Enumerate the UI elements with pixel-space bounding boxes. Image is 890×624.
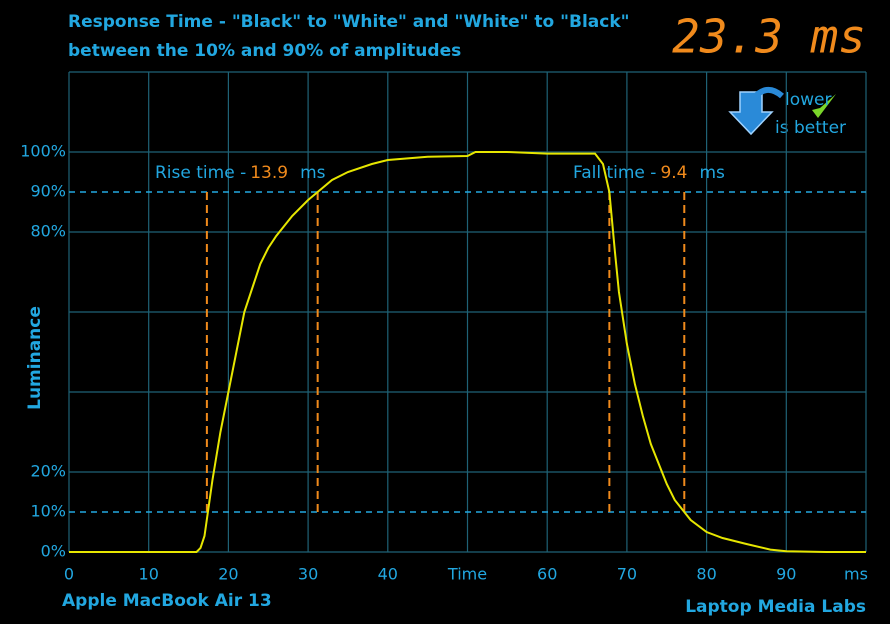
y-axis-label: Luminance [25, 306, 45, 410]
annotation: Rise time -13.9 ms [155, 163, 326, 183]
badge-icon [728, 87, 836, 136]
annotation-part: 9.4 [660, 163, 687, 183]
y-tick-label: 0% [41, 542, 66, 561]
annotation-part: ms [699, 163, 725, 183]
y-tick-label: 100% [20, 142, 66, 161]
annotation-part: Fall time - [573, 163, 656, 183]
x-tick-label: 70 [617, 565, 637, 584]
chart-title: Response Time - "Black" to "White" and "… [68, 12, 630, 32]
x-unit: ms [844, 565, 868, 584]
y-tick-label: 80% [30, 222, 66, 241]
y-tick-label: 20% [30, 462, 66, 481]
source-right: Laptop Media Labs [685, 597, 866, 617]
headline: 23.3 ms [672, 10, 866, 64]
badge-text: is better [775, 118, 846, 138]
x-tick-label: 10 [139, 565, 159, 584]
y-tick-label: 10% [30, 502, 66, 521]
annotation-part: 13.9 [250, 163, 288, 183]
x-tick-label: 60 [537, 565, 557, 584]
x-tick-label: 90 [776, 565, 796, 584]
x-tick-label: 30 [298, 565, 318, 584]
annotation-part: Rise time - [155, 163, 246, 183]
badge-text: lower [785, 90, 831, 110]
annotation-part: ms [300, 163, 326, 183]
x-tick-label: 40 [378, 565, 398, 584]
x-tick-label: 20 [218, 565, 238, 584]
annotation: Fall time -9.4 ms [573, 163, 725, 183]
x-axis-label: Time [447, 565, 487, 584]
source-left: Apple MacBook Air 13 [62, 591, 272, 611]
chart-subtitle: between the 10% and 90% of amplitudes [68, 41, 461, 61]
data-line [69, 151, 866, 553]
x-tick-label: 0 [64, 565, 74, 584]
x-tick-label: 80 [696, 565, 716, 584]
y-tick-label: 90% [30, 182, 66, 201]
